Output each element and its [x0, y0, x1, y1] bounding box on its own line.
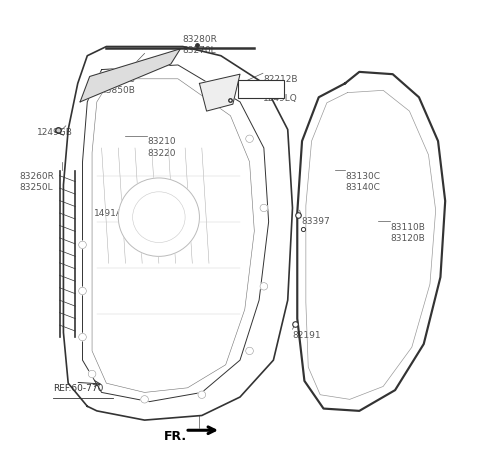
Circle shape — [246, 136, 253, 143]
Text: 83860B
83850B: 83860B 83850B — [101, 75, 136, 95]
Circle shape — [79, 334, 86, 341]
Circle shape — [246, 347, 253, 355]
Text: 83110B
83120B: 83110B 83120B — [390, 222, 425, 242]
Polygon shape — [199, 75, 240, 112]
Text: 83280R
83270L: 83280R 83270L — [182, 35, 217, 55]
Text: 1249LQ: 1249LQ — [263, 94, 298, 102]
Circle shape — [79, 242, 86, 249]
Text: 82212B: 82212B — [263, 75, 298, 84]
Text: 82191: 82191 — [292, 331, 321, 339]
Text: 83260R
83250L: 83260R 83250L — [20, 172, 54, 192]
Circle shape — [88, 370, 96, 378]
Text: 83210
83220: 83210 83220 — [147, 137, 176, 157]
Text: 1491AB: 1491AB — [95, 208, 130, 218]
Text: 1249GB: 1249GB — [37, 128, 73, 137]
Text: 83397: 83397 — [301, 217, 330, 226]
Circle shape — [198, 391, 205, 399]
Circle shape — [260, 283, 268, 290]
Circle shape — [79, 288, 86, 295]
Text: REF.60-770: REF.60-770 — [53, 383, 103, 392]
Circle shape — [207, 90, 215, 97]
Circle shape — [141, 396, 148, 403]
Polygon shape — [80, 50, 180, 103]
Text: 83130C
83140C: 83130C 83140C — [345, 172, 380, 192]
Text: FR.: FR. — [164, 429, 187, 442]
FancyBboxPatch shape — [238, 81, 284, 99]
Circle shape — [118, 179, 199, 257]
Circle shape — [260, 205, 268, 212]
